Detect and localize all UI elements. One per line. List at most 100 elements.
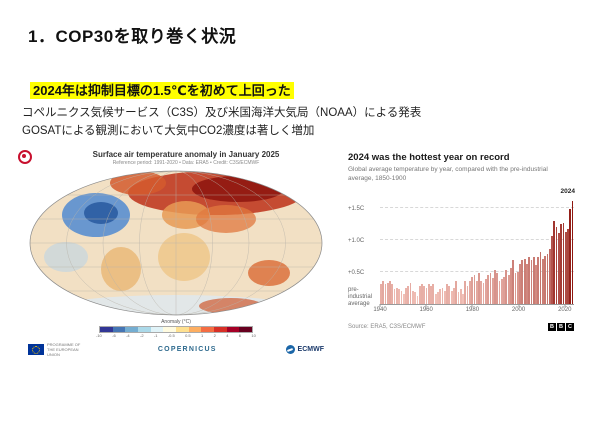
bar [380, 284, 382, 304]
colorbar-segment [138, 327, 151, 332]
bars [380, 192, 574, 304]
bar [430, 285, 432, 304]
bar [391, 284, 394, 304]
bbc-logo-letter: B [557, 322, 565, 331]
bar [395, 287, 398, 304]
bar [562, 222, 565, 304]
bar [519, 263, 521, 304]
bar [450, 290, 453, 304]
bar [507, 274, 510, 304]
map-figure: Surface air temperature anomaly in Janua… [14, 150, 338, 357]
bar [500, 279, 503, 304]
bar [439, 289, 442, 304]
eu-programme: PROGRAMME OF THE EUROPEAN UNION [28, 342, 89, 357]
colorbar-segment [226, 327, 240, 332]
bar [455, 281, 458, 304]
bar [478, 272, 480, 304]
bar [411, 290, 414, 304]
bar [386, 283, 389, 304]
bar [532, 257, 535, 304]
bar [402, 293, 405, 304]
bar [546, 253, 549, 304]
chart-title: 2024 was the hottest year on record [348, 152, 510, 163]
chart-subtitle: Global average temperature by year, comp… [348, 166, 548, 182]
colorbar-label: Anomaly (°C) [161, 319, 191, 325]
bbc-logo-letter: B [548, 322, 556, 331]
y-axis-label: +0.5C [348, 269, 365, 276]
colorbar-tick-label: -4 [126, 333, 130, 338]
bar [530, 260, 533, 304]
chart-area: pre-industrial average +0.5C +1.0C +1.5C 2… [348, 188, 575, 313]
ecmwf-logo: ECMWF [285, 345, 324, 354]
bar [535, 265, 537, 304]
bar [453, 287, 455, 304]
colorbar-segment [214, 327, 227, 332]
colorbar-tick-label: 2 [213, 333, 216, 338]
bar [398, 289, 401, 304]
bar [418, 285, 421, 304]
page-title: 1．COP30を取り巻く状況 [28, 27, 237, 46]
bar [382, 281, 385, 304]
bar [434, 293, 437, 304]
bar [414, 292, 416, 304]
x-axis-tick [379, 303, 381, 307]
bar [475, 281, 478, 304]
bar [473, 274, 476, 304]
colorbar-segment [239, 327, 253, 332]
bar [464, 281, 467, 304]
baseline-label: pre-industrial average [348, 286, 373, 307]
bar [389, 281, 391, 304]
bar [427, 284, 430, 304]
copernicus-logo: COPERNICUS [157, 346, 217, 353]
gridlines [380, 192, 574, 304]
colorbar-tick-label: 0.5 [185, 333, 191, 338]
colorbar-tick-label: -0.5 [167, 333, 175, 338]
bar [409, 283, 412, 304]
bar [471, 276, 474, 304]
bar [521, 260, 524, 304]
bar [425, 287, 428, 304]
map-subtitle: Reference period: 1991-2020 • Data: ERA5… [112, 160, 260, 166]
colorbar-segment [188, 327, 202, 332]
colorbar-ticks: -10 -6 -4 -2 -1 -0.5 0.5 1 2 4 6 10 [96, 333, 256, 338]
gridline [380, 238, 574, 240]
x-axis-label: 2020 [558, 306, 572, 313]
x-axis-tick [425, 303, 427, 307]
bar [512, 260, 515, 304]
highlight-statement: 2024年は抑制目標の1.5℃を初めて上回った [30, 80, 294, 99]
bar [571, 201, 574, 304]
colorbar-tick-label: -1 [153, 333, 158, 338]
colorbar-segment [125, 327, 139, 332]
bbc-logo-letter: C [566, 322, 574, 331]
gridline [380, 206, 574, 208]
ecmwf-logo-icon [285, 345, 295, 354]
bar [462, 293, 464, 304]
bar [505, 270, 508, 304]
bar [405, 287, 407, 304]
bar [560, 223, 562, 304]
colorbar-tick-label: -10 [96, 333, 102, 338]
colorbar [99, 326, 253, 333]
x-axis-label: 1960 [419, 306, 433, 313]
colorbar-tick-label: 10 [251, 333, 256, 338]
bar [437, 292, 439, 304]
map-header: Surface air temperature anomaly in Janua… [14, 150, 338, 166]
body-line-1: コペルニクス気候サービス（C3S）及び米国海洋大気局（NOAA）による発表 [22, 107, 422, 119]
bar [421, 284, 423, 304]
bar [494, 270, 496, 304]
bar [537, 257, 540, 304]
bar [393, 289, 396, 304]
bar [443, 290, 446, 304]
bar [557, 233, 560, 304]
x-axis-labels: 1940 1960 1980 2000 2020 [373, 303, 574, 316]
colorbar-segment [100, 327, 113, 332]
colorbar-segment [150, 327, 164, 332]
bar [423, 285, 426, 304]
map-footer: PROGRAMME OF THE EUROPEAN UNION COPERNIC… [14, 342, 338, 357]
colorbar-tick-label: 6 [238, 333, 242, 338]
bar [503, 276, 505, 304]
colorbar-segment [163, 327, 177, 332]
bar [416, 295, 419, 304]
